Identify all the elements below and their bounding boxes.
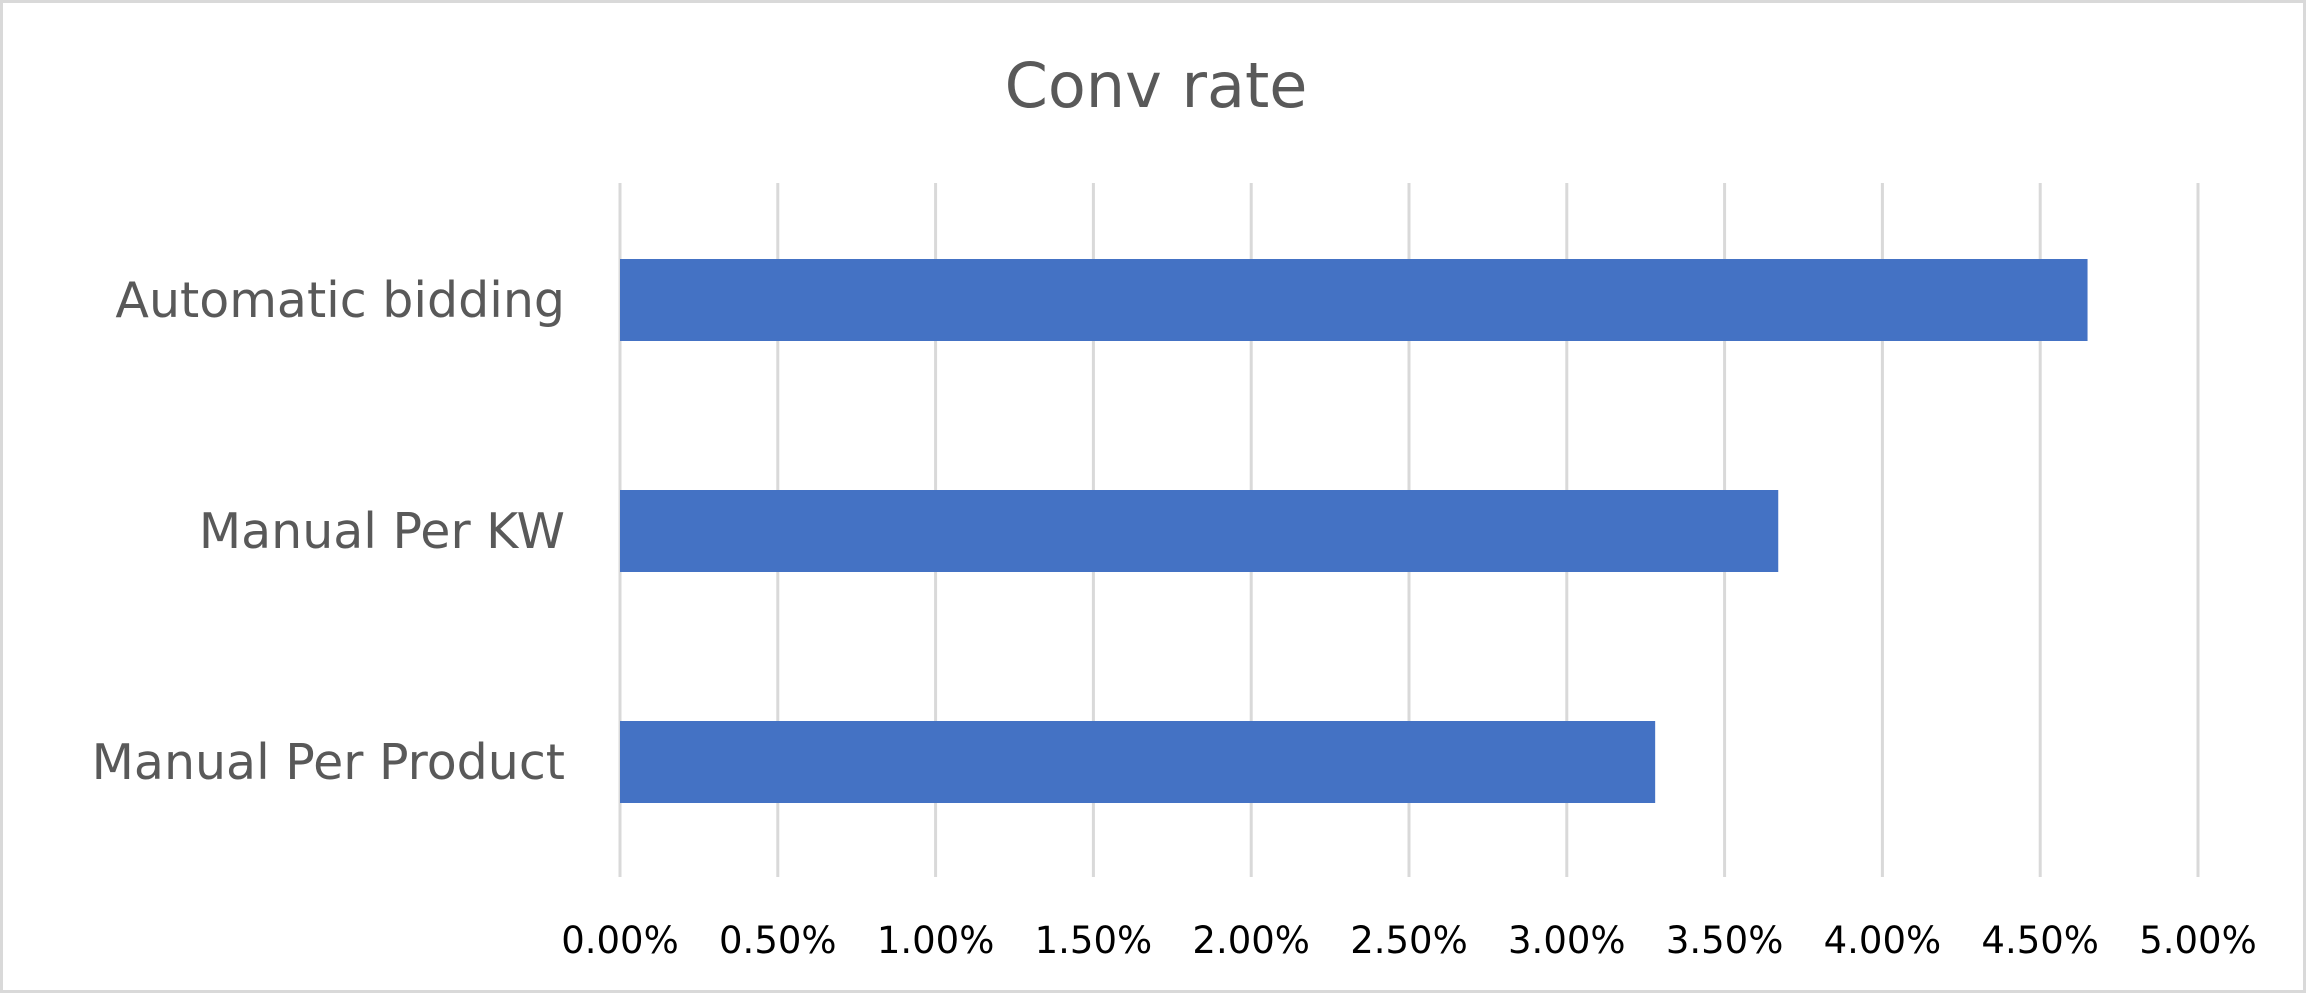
x-tick-label: 1.50% [1035, 919, 1153, 962]
bars [620, 259, 2088, 803]
category-label: Manual Per KW [199, 503, 565, 560]
category-label: Manual Per Product [92, 734, 565, 791]
bar [620, 721, 1656, 803]
bar [620, 490, 1779, 572]
x-tick-label: 1.00% [877, 919, 995, 962]
x-tick-label: 2.50% [1350, 919, 1468, 962]
chart-title: Conv rate [1004, 49, 1308, 122]
x-tick-label: 4.50% [1981, 919, 2099, 962]
category-labels: Automatic bidding Manual Per KW Manual Per… [92, 272, 565, 791]
x-tick-label: 4.00% [1824, 919, 1942, 962]
x-tick-label: 3.50% [1666, 919, 1784, 962]
category-label: Automatic bidding [115, 272, 565, 329]
x-tick-label: 5.00% [2139, 919, 2257, 962]
bar [620, 259, 2088, 341]
x-tick-label: 0.50% [719, 919, 837, 962]
x-tick-labels: 0.00% 0.50% 1.00% 1.50% 2.00% 2.50% 3.00% 3.50%… [561, 919, 2257, 962]
x-tick-label: 0.00% [561, 919, 679, 962]
x-tick-label: 2.00% [1192, 919, 1310, 962]
chart-plot: Automatic bidding Manual Per KW Manual Per… [92, 183, 2257, 962]
x-tick-label: 3.00% [1508, 919, 1626, 962]
